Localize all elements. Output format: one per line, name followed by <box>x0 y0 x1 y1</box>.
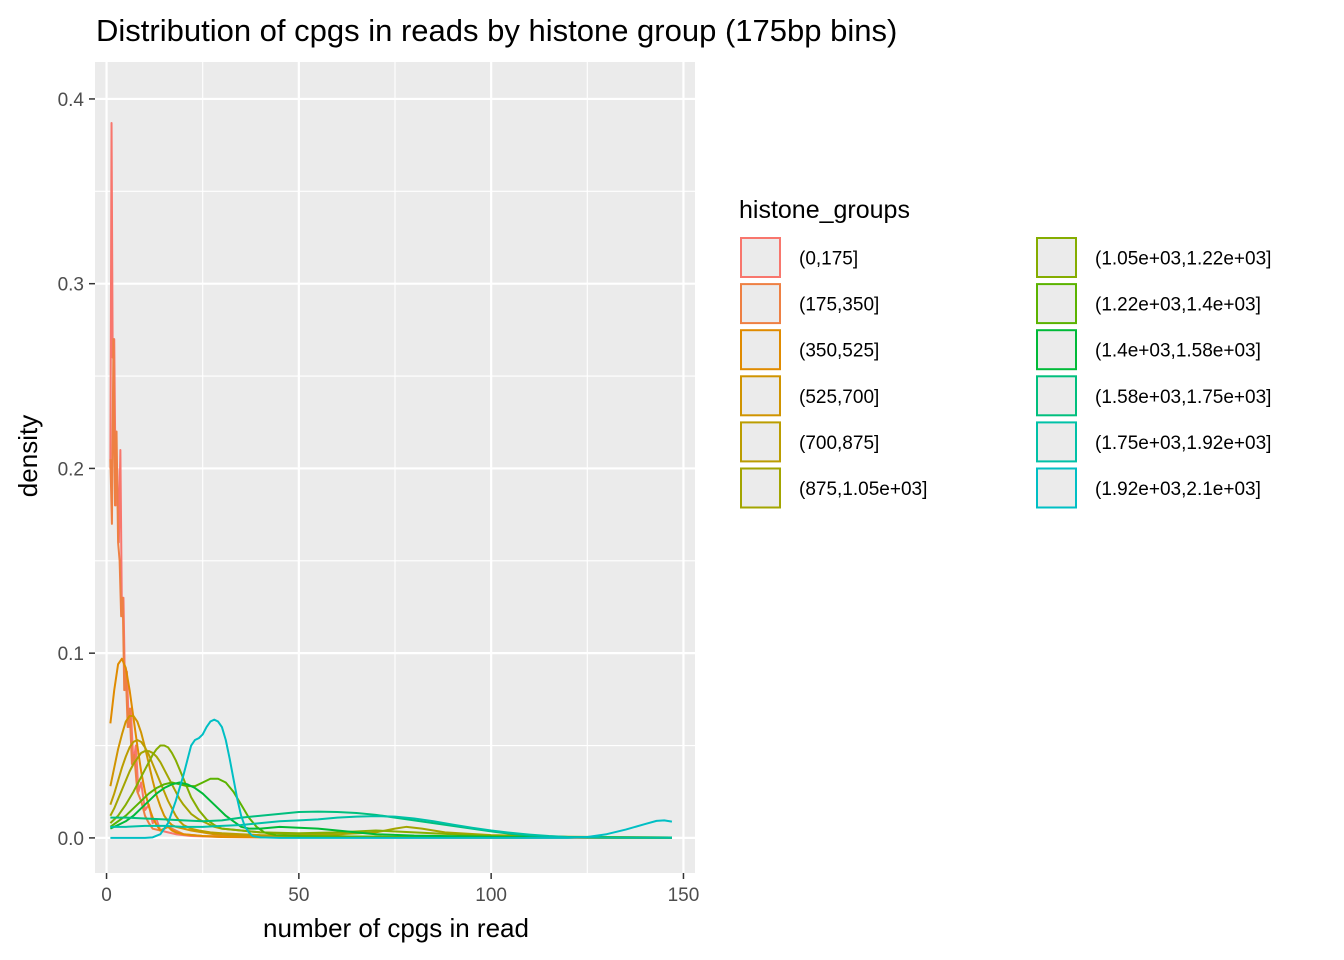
legend-key-2 <box>740 329 781 371</box>
x-tick-label: 0 <box>101 885 112 906</box>
series-line-11 <box>110 718 673 839</box>
legend-label-7: (1.22e+03,1.4e+03] <box>1095 295 1261 316</box>
x-axis: 0 50 100 150 <box>101 873 699 906</box>
legend-key-7 <box>1036 283 1077 325</box>
legend-label-11: (1.92e+03,2.1e+03] <box>1095 479 1261 500</box>
y-tick-label: 0.0 <box>58 829 84 850</box>
legend-key-3 <box>740 375 781 417</box>
legend-label-8: (1.4e+03,1.58e+03] <box>1095 341 1261 362</box>
legend-label-1: (175,350] <box>799 295 879 316</box>
x-tick-label: 150 <box>668 885 700 906</box>
y-axis-title: density <box>13 415 43 497</box>
chart-title: Distribution of cpgs in reads by histone… <box>96 13 897 48</box>
legend-key-1 <box>740 283 781 325</box>
grid-major <box>95 62 695 873</box>
legend-label-10: (1.75e+03,1.92e+03] <box>1095 433 1271 454</box>
x-axis-title: number of cpgs in read <box>263 913 529 943</box>
legend-label-4: (700,875] <box>799 433 879 454</box>
legend-key-5 <box>740 467 781 509</box>
x-tick-label: 50 <box>288 885 309 906</box>
legend-key-8 <box>1036 329 1077 371</box>
legend-key-0 <box>740 237 781 278</box>
y-tick-label: 0.4 <box>58 90 85 111</box>
y-tick-label: 0.2 <box>58 459 84 480</box>
legend-key-11 <box>1036 467 1077 509</box>
legend-key-4 <box>740 421 781 463</box>
x-tick-label: 100 <box>475 885 507 906</box>
legend-label-5: (875,1.05e+03] <box>799 479 927 500</box>
legend-label-3: (525,700] <box>799 387 879 408</box>
y-axis: 0.0 0.1 0.2 0.3 0.4 <box>58 90 95 850</box>
y-tick-label: 0.3 <box>58 275 84 296</box>
legend-key-6 <box>1036 237 1077 278</box>
legend-label-0: (0,175] <box>799 249 858 270</box>
series-line-10 <box>110 815 672 839</box>
legend-key-10 <box>1036 421 1077 463</box>
series-line-7 <box>109 777 672 839</box>
series-line-8 <box>109 781 672 839</box>
series-line-5 <box>109 750 672 839</box>
legend-key-9 <box>1036 375 1077 417</box>
y-tick-label: 0.1 <box>58 644 84 665</box>
legend-title: histone_groups <box>739 196 910 224</box>
series-line-6 <box>109 744 672 839</box>
legend-label-2: (350,525] <box>799 341 879 362</box>
series-layer <box>109 121 673 839</box>
legend-label-9: (1.58e+03,1.75e+03] <box>1095 387 1271 408</box>
legend-label-6: (1.05e+03,1.22e+03] <box>1095 249 1271 270</box>
legend: (0,175] (175,350] (350,525] (525,700] (700,8… <box>740 237 1271 509</box>
